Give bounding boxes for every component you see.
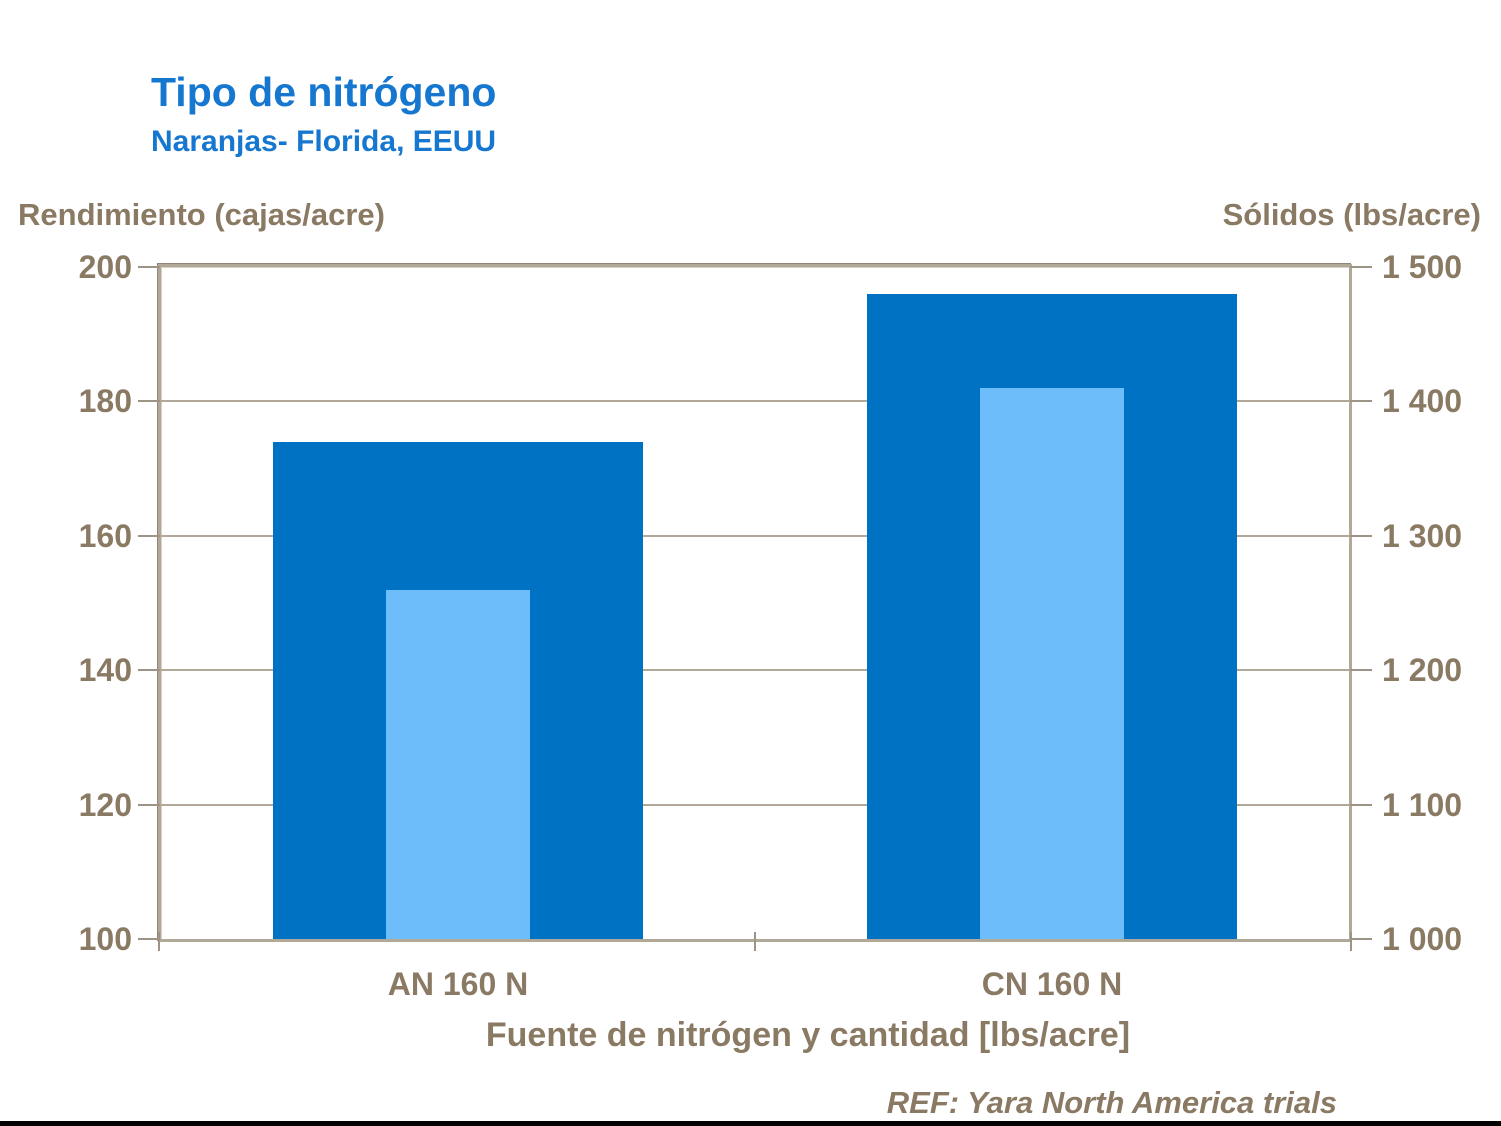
gridline [161, 400, 1349, 403]
category-boundary-tick [158, 932, 160, 951]
left-tick-label: 120 [78, 786, 132, 823]
left-tick-mark [138, 266, 160, 268]
category-boundary-tick [754, 932, 756, 951]
right-tick-label: 1 400 [1382, 383, 1463, 420]
right-tick-label: 1 200 [1382, 652, 1463, 689]
category-boundary-tick [1350, 932, 1352, 951]
x-axis-title: Fuente de nitrógen y cantidad [lbs/acre] [485, 1016, 1131, 1054]
left-tick-label: 200 [78, 249, 132, 285]
category-label-an: AN 160 N [387, 966, 529, 1002]
right-tick-mark [1350, 803, 1372, 806]
left-tick-label: 180 [78, 383, 132, 420]
left-tick-mark [138, 803, 160, 806]
left-tick-label: 160 [78, 517, 132, 554]
right-tick-mark [1350, 400, 1372, 403]
left-tick-mark [138, 669, 160, 672]
left-tick-mark [138, 400, 160, 403]
reference-note: REF: Yara North America trials [886, 1085, 1337, 1120]
gridline [161, 669, 1349, 672]
solids-bar-cn-160-n [979, 387, 1125, 939]
right-tick-mark [1350, 938, 1372, 940]
left-tick-mark [138, 938, 160, 940]
gridline [161, 534, 1349, 537]
left-tick-label: 100 [78, 921, 132, 957]
right-tick-label: 1 100 [1382, 786, 1463, 823]
solids-bar-an-160-n [385, 589, 531, 939]
gridline [161, 803, 1349, 806]
chart-subtitle: Naranjas- Florida, EEUU [151, 125, 497, 158]
right-tick-label: 1 500 [1382, 249, 1463, 285]
right-tick-label: 1 000 [1382, 921, 1463, 957]
plot-area [158, 264, 1352, 942]
right-tick-mark [1350, 534, 1372, 537]
left-tick-mark [138, 534, 160, 537]
right-tick-label: 1 300 [1382, 517, 1463, 554]
bottom-border-line [0, 1121, 1501, 1126]
chart-title: Tipo de nitrógeno [151, 69, 497, 115]
left-axis-title: Rendimiento (cajas/acre) [18, 197, 385, 232]
right-tick-mark [1350, 266, 1372, 268]
left-tick-label: 140 [78, 652, 132, 689]
category-label-cn: CN 160 N [981, 966, 1123, 1002]
right-tick-mark [1350, 669, 1372, 672]
right-axis-title: Sólidos (lbs/acre) [1222, 197, 1481, 232]
